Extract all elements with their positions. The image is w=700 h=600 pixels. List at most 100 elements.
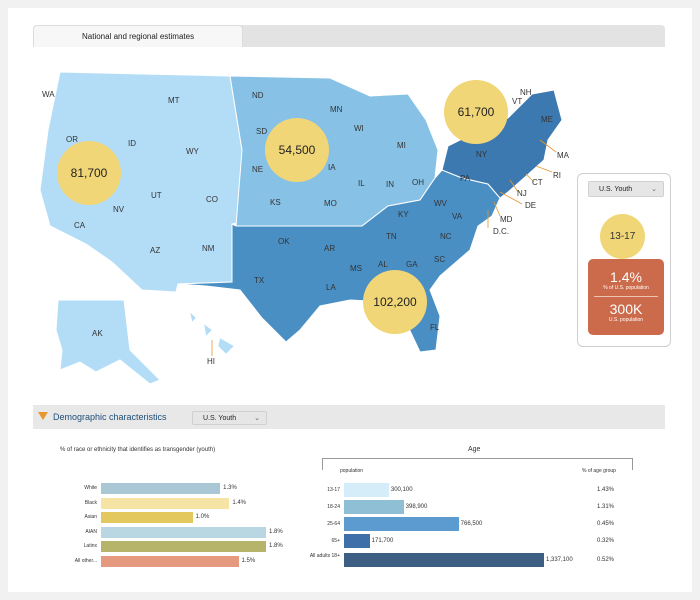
state-label-il: IL [358,179,365,188]
age-pct-value: 0.32% [597,538,615,544]
race-bar-value: 1.5% [241,557,256,564]
bubble-west-value: 81,700 [71,166,108,180]
state-label-ut: UT [151,191,162,200]
state-label-pa: PA [460,174,471,183]
age-row-label: All adults 18+ [309,553,340,559]
state-label-ny: NY [476,150,488,159]
bubble-south[interactable] [363,270,427,334]
age-pct-value: 0.52% [597,557,615,563]
state-label-in: IN [386,180,394,189]
bubble-west[interactable] [57,141,121,205]
age-pct-value: 1.31% [597,504,615,510]
age-bar[interactable] [344,483,389,497]
race-bar[interactable] [101,483,221,494]
state-label-mo: MO [324,199,337,208]
state-label-ri: RI [553,171,561,180]
state-label-tx: TX [254,276,265,285]
age-bar[interactable] [344,500,404,514]
race-row-label: White [84,485,97,491]
count-value: 300K [609,301,643,317]
race-bar-value: 1.0% [195,514,210,520]
state-label-dc: D.C. [493,227,509,236]
chevron-down-icon: ⌄ [254,415,260,422]
state-label-ms: MS [350,264,362,273]
state-label-nd: ND [252,91,264,100]
state-label-wa: WA [42,90,55,99]
race-bar[interactable] [101,512,193,523]
state-label-vt: VT [512,97,522,106]
chevron-down-icon: ⌄ [651,186,657,193]
state-label-nm: NM [202,244,215,253]
state-label-md: MD [500,215,513,224]
race-row-label: Black [84,499,97,506]
age-bar-value: 1,337,100 [546,557,573,563]
age-row-label: 13-17 [327,487,340,493]
state-label-nc: NC [440,232,452,241]
demographics-select[interactable]: U.S. Youth ⌄ [192,411,267,425]
bubble-northeast[interactable] [444,80,508,144]
age-pct-value: 1.43% [597,487,615,493]
age-bar[interactable] [344,534,370,548]
age-bar-value: 171,700 [371,538,394,544]
age-col-percent: % of age group [582,468,616,474]
age-bar[interactable] [344,553,544,567]
state-label-wi: WI [354,124,364,133]
age-bar-value: 766,500 [460,521,483,527]
triangle-down-icon[interactable] [38,412,48,420]
state-label-group: WA MT OR ID WY NV UT CO CA AZ NM ND MN S… [42,88,570,366]
count-label: U.S. population [608,317,644,323]
race-row-label: Asian [84,514,97,520]
age-chart-title: Age [468,446,481,453]
state-label-co: CO [206,195,218,204]
state-label-ks: KS [270,198,281,207]
state-label-de: DE [525,201,536,210]
state-label-sc: SC [434,255,445,264]
race-row-label: AIAN [85,528,97,535]
state-label-az: AZ [150,246,160,255]
state-label-ak: AK [92,329,103,338]
tab-national-regional[interactable]: National and regional estimates [33,25,243,47]
population-panel: U.S. Youth ⌄ 13-17 1.4% % of U.S. popula… [577,173,671,347]
state-label-me: ME [541,115,553,124]
state-label-ar: AR [324,244,335,253]
race-chart-title: % of race or ethnicity that identifies a… [60,447,216,453]
state-alaska[interactable] [55,299,161,385]
state-label-ma: MA [557,151,570,160]
state-hawaii[interactable] [189,311,235,355]
state-label-fl: FL [430,323,440,332]
bubble-midwest[interactable] [265,118,329,182]
population-stats-box: 1.4% % of U.S. population 300K U.S. popu… [588,259,664,335]
age-chart-bracket [322,458,633,470]
race-bar[interactable] [101,526,266,538]
state-label-nj: NJ [517,189,527,198]
state-label-hi: HI [207,357,215,366]
race-bar[interactable] [101,555,239,567]
race-row-label: Latinx [83,543,97,549]
race-bar[interactable] [101,497,230,509]
race-bar-value: 1.8% [269,528,283,535]
bubble-midwest-value: 54,500 [279,143,316,157]
state-label-nv: NV [113,205,125,214]
state-label-wy: WY [186,147,200,156]
bubble-south-value: 102,200 [373,295,417,309]
state-label-sd: SD [256,127,267,136]
demographics-select-value: U.S. Youth [203,415,237,422]
state-label-tn: TN [386,232,397,241]
tab-bar: National and regional estimates [33,25,665,47]
state-label-al: AL [378,260,388,269]
population-select-value: U.S. Youth [599,186,633,193]
population-select[interactable]: U.S. Youth ⌄ [588,181,664,197]
race-bar[interactable] [101,541,266,552]
state-label-ct: CT [532,178,543,187]
state-label-ky: KY [398,210,409,219]
age-row-label: 25-64 [327,521,340,527]
state-label-wv: WV [434,199,448,208]
age-pct-value: 0.45% [597,521,615,527]
age-range-badge: 13-17 [600,214,645,259]
percent-value: 1.4% [610,269,642,285]
state-label-ne: NE [252,165,263,174]
age-bar-value: 398,900 [405,504,428,510]
state-label-ga: GA [406,260,418,269]
age-bar[interactable] [344,517,459,531]
